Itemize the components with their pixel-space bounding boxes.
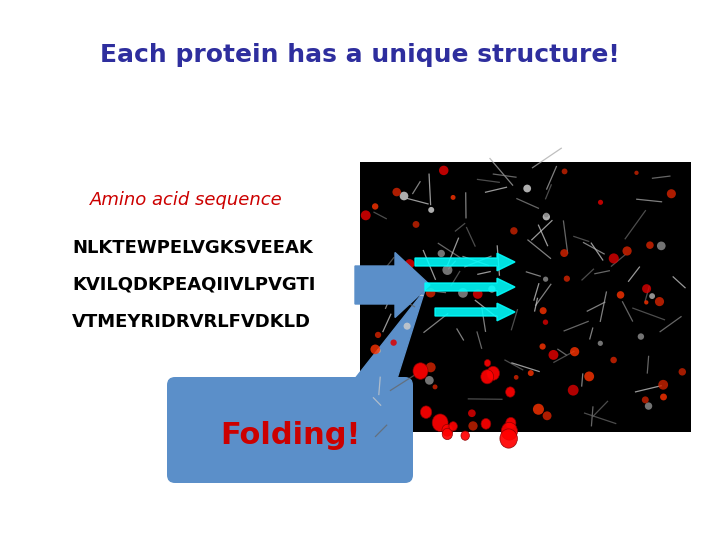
Ellipse shape: [449, 422, 457, 431]
Ellipse shape: [510, 227, 518, 234]
Ellipse shape: [638, 333, 644, 340]
Ellipse shape: [533, 404, 544, 415]
Ellipse shape: [442, 265, 452, 275]
Ellipse shape: [433, 384, 438, 389]
Ellipse shape: [488, 286, 495, 293]
Ellipse shape: [390, 340, 397, 346]
Ellipse shape: [543, 320, 548, 325]
Ellipse shape: [420, 285, 426, 292]
Ellipse shape: [667, 189, 676, 198]
Ellipse shape: [514, 375, 518, 380]
Ellipse shape: [543, 276, 548, 282]
Ellipse shape: [657, 241, 665, 250]
Ellipse shape: [461, 431, 469, 440]
Ellipse shape: [420, 406, 432, 418]
Ellipse shape: [644, 300, 649, 305]
Ellipse shape: [645, 402, 652, 410]
Ellipse shape: [458, 288, 468, 298]
Ellipse shape: [400, 192, 408, 200]
Ellipse shape: [523, 185, 531, 192]
Ellipse shape: [549, 350, 559, 360]
Ellipse shape: [375, 332, 381, 338]
Ellipse shape: [611, 357, 617, 363]
Ellipse shape: [370, 345, 380, 354]
Ellipse shape: [634, 171, 639, 175]
Ellipse shape: [598, 341, 603, 346]
Ellipse shape: [649, 293, 655, 299]
Ellipse shape: [469, 421, 477, 430]
Ellipse shape: [544, 213, 549, 218]
Ellipse shape: [617, 291, 624, 299]
Ellipse shape: [372, 203, 379, 210]
FancyArrow shape: [355, 253, 430, 318]
FancyBboxPatch shape: [167, 377, 413, 483]
Ellipse shape: [501, 422, 518, 440]
Ellipse shape: [568, 385, 579, 396]
Ellipse shape: [473, 289, 482, 299]
Ellipse shape: [405, 259, 415, 268]
Ellipse shape: [487, 366, 500, 380]
FancyArrow shape: [415, 253, 515, 271]
Ellipse shape: [658, 380, 668, 390]
Ellipse shape: [655, 297, 664, 306]
Ellipse shape: [646, 241, 654, 249]
Ellipse shape: [432, 414, 448, 431]
Text: NLKTEWPELVGKSVEEAK: NLKTEWPELVGKSVEEAK: [72, 239, 312, 257]
Ellipse shape: [539, 343, 546, 349]
Ellipse shape: [570, 347, 580, 356]
Ellipse shape: [439, 166, 449, 175]
Ellipse shape: [564, 275, 570, 282]
Ellipse shape: [428, 207, 434, 213]
Polygon shape: [350, 290, 425, 385]
Ellipse shape: [678, 368, 686, 375]
Ellipse shape: [481, 370, 494, 384]
Text: Each protein has a unique structure!: Each protein has a unique structure!: [100, 43, 620, 67]
Ellipse shape: [505, 417, 516, 429]
Ellipse shape: [543, 411, 552, 420]
Ellipse shape: [642, 396, 649, 403]
Ellipse shape: [468, 409, 476, 417]
Ellipse shape: [539, 307, 546, 314]
Ellipse shape: [377, 349, 381, 353]
Ellipse shape: [442, 428, 452, 440]
Ellipse shape: [426, 362, 436, 372]
Ellipse shape: [608, 253, 618, 264]
Ellipse shape: [481, 418, 491, 429]
Ellipse shape: [426, 288, 436, 298]
Ellipse shape: [560, 249, 568, 257]
Ellipse shape: [451, 195, 456, 200]
Ellipse shape: [361, 211, 371, 220]
FancyArrow shape: [425, 278, 515, 296]
Ellipse shape: [623, 246, 631, 255]
Ellipse shape: [500, 429, 518, 448]
Ellipse shape: [485, 360, 490, 367]
Text: KVILQDKPEAQIIVLPVGTI: KVILQDKPEAQIIVLPVGTI: [72, 276, 315, 294]
Ellipse shape: [413, 221, 420, 228]
Text: Folding!: Folding!: [220, 421, 360, 449]
Ellipse shape: [438, 250, 445, 257]
Ellipse shape: [425, 376, 433, 384]
Text: Amino acid sequence: Amino acid sequence: [90, 191, 283, 209]
Ellipse shape: [584, 372, 594, 381]
Ellipse shape: [528, 370, 534, 376]
Text: VTMEYRIDRVRLFVDKLD: VTMEYRIDRVRLFVDKLD: [72, 313, 311, 331]
Ellipse shape: [642, 284, 651, 293]
FancyArrow shape: [435, 303, 515, 321]
Ellipse shape: [660, 394, 667, 401]
Ellipse shape: [404, 322, 410, 330]
Ellipse shape: [505, 387, 515, 397]
Bar: [360, 162, 691, 432]
Ellipse shape: [442, 424, 453, 436]
Ellipse shape: [413, 363, 428, 379]
Ellipse shape: [562, 168, 567, 174]
Ellipse shape: [543, 213, 550, 220]
Ellipse shape: [598, 200, 603, 205]
Ellipse shape: [392, 188, 401, 197]
